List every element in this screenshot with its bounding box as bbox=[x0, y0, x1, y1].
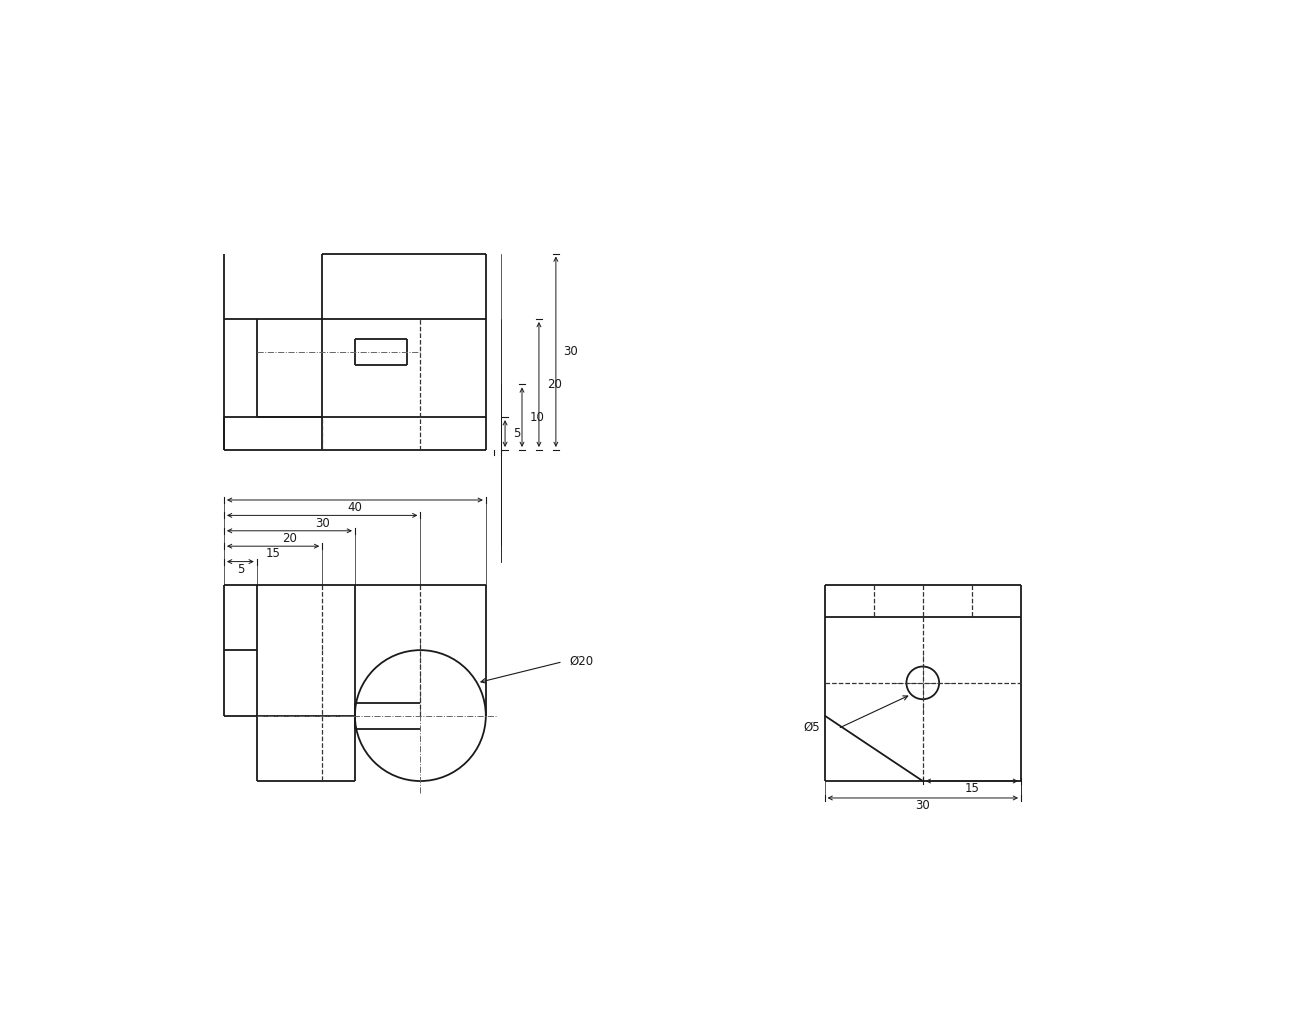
Text: 30: 30 bbox=[314, 516, 330, 529]
Text: 20: 20 bbox=[282, 532, 297, 545]
Text: 5: 5 bbox=[512, 427, 520, 440]
Text: 15: 15 bbox=[965, 782, 979, 796]
Text: 30: 30 bbox=[915, 800, 930, 812]
Text: Ø5: Ø5 bbox=[803, 720, 820, 734]
Text: 15: 15 bbox=[266, 548, 280, 561]
Text: Ø20: Ø20 bbox=[569, 655, 593, 669]
Text: 10: 10 bbox=[529, 410, 545, 424]
Text: 30: 30 bbox=[563, 345, 579, 359]
Text: 40: 40 bbox=[347, 501, 363, 514]
Text: 20: 20 bbox=[546, 378, 562, 391]
Text: 5: 5 bbox=[237, 563, 244, 576]
